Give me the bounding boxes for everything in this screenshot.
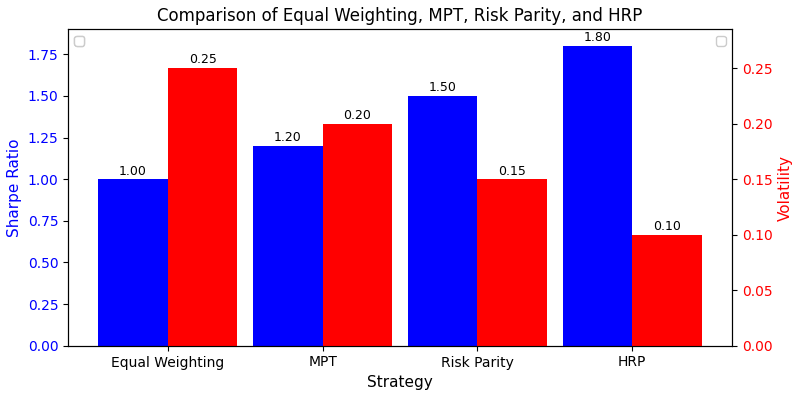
Text: 1.20: 1.20 bbox=[274, 131, 302, 144]
Text: 1.00: 1.00 bbox=[119, 164, 147, 177]
Bar bbox=[322, 124, 392, 346]
Bar bbox=[478, 179, 547, 346]
Y-axis label: Sharpe Ratio: Sharpe Ratio bbox=[7, 138, 22, 237]
Text: 1.80: 1.80 bbox=[583, 31, 611, 44]
Title: Comparison of Equal Weighting, MPT, Risk Parity, and HRP: Comparison of Equal Weighting, MPT, Risk… bbox=[158, 7, 642, 25]
Y-axis label: Volatility: Volatility bbox=[778, 154, 793, 220]
X-axis label: Strategy: Strategy bbox=[367, 375, 433, 390]
Bar bbox=[253, 146, 322, 346]
Bar bbox=[408, 96, 478, 346]
Legend:  bbox=[74, 35, 84, 46]
Text: 0.15: 0.15 bbox=[498, 164, 526, 177]
Legend:  bbox=[716, 35, 726, 46]
Bar bbox=[168, 68, 238, 346]
Bar bbox=[562, 46, 632, 346]
Text: 0.20: 0.20 bbox=[343, 109, 371, 122]
Text: 0.25: 0.25 bbox=[189, 54, 217, 66]
Text: 1.50: 1.50 bbox=[429, 81, 457, 94]
Bar bbox=[98, 179, 168, 346]
Text: 0.10: 0.10 bbox=[653, 220, 681, 233]
Bar bbox=[632, 235, 702, 346]
